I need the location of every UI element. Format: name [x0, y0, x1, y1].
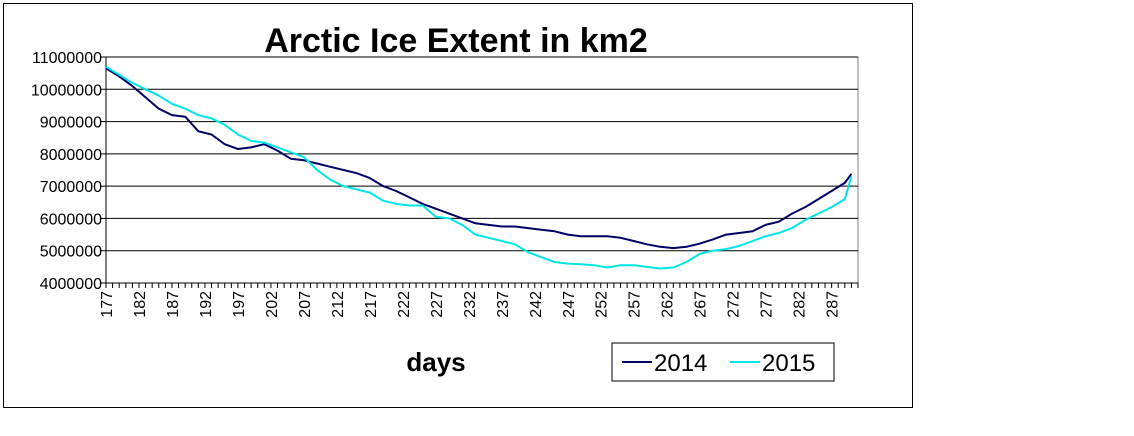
x-tick-label: 217 — [363, 291, 380, 318]
y-tick-label: 8000000 — [40, 147, 102, 164]
x-tick-label: 192 — [198, 291, 215, 318]
x-tick-label: 182 — [132, 291, 149, 318]
y-tick-label: 7000000 — [40, 179, 102, 196]
y-tick-label: 11000000 — [32, 50, 102, 67]
x-tick-label: 277 — [759, 291, 776, 318]
x-tick-label: 212 — [330, 291, 347, 318]
legend-label-2015: 2015 — [762, 350, 815, 377]
x-tick-label: 262 — [660, 291, 677, 318]
legend-box — [611, 342, 835, 382]
series-line-2014 — [105, 67, 853, 250]
x-tick-label: 257 — [627, 291, 644, 318]
x-tick-label: 282 — [792, 291, 809, 318]
plot-area — [105, 56, 859, 284]
x-tick-label: 187 — [165, 291, 182, 318]
y-tick-label: 6000000 — [40, 211, 102, 228]
legend-label-2014: 2014 — [654, 350, 707, 377]
x-tick-label: 287 — [825, 291, 842, 318]
x-tick-label: 202 — [264, 291, 281, 318]
y-tick-label: 9000000 — [40, 115, 102, 132]
x-tick-label: 197 — [231, 291, 248, 318]
x-tick-label: 237 — [495, 291, 512, 318]
x-tick-label: 177 — [99, 291, 116, 318]
x-tick-label: 232 — [462, 291, 479, 318]
x-tick-label: 252 — [594, 291, 611, 318]
x-tick-label: 227 — [429, 291, 446, 318]
x-tick-label: 222 — [396, 291, 413, 318]
y-tick-label: 4000000 — [40, 276, 102, 293]
y-tick-label: 5000000 — [40, 244, 102, 261]
x-tick-label: 267 — [693, 291, 710, 318]
x-tick-label: 247 — [561, 291, 578, 318]
y-tick-label: 10000000 — [31, 82, 102, 99]
x-axis-label: days — [406, 347, 465, 377]
chart-title: Arctic Ice Extent in km2 — [264, 22, 648, 60]
x-tick-label: 242 — [528, 291, 545, 318]
x-tick-label: 207 — [297, 291, 314, 318]
x-tick-label: 272 — [726, 291, 743, 318]
legend: 2014 2015 — [611, 342, 835, 382]
series-line-2015 — [105, 65, 853, 270]
